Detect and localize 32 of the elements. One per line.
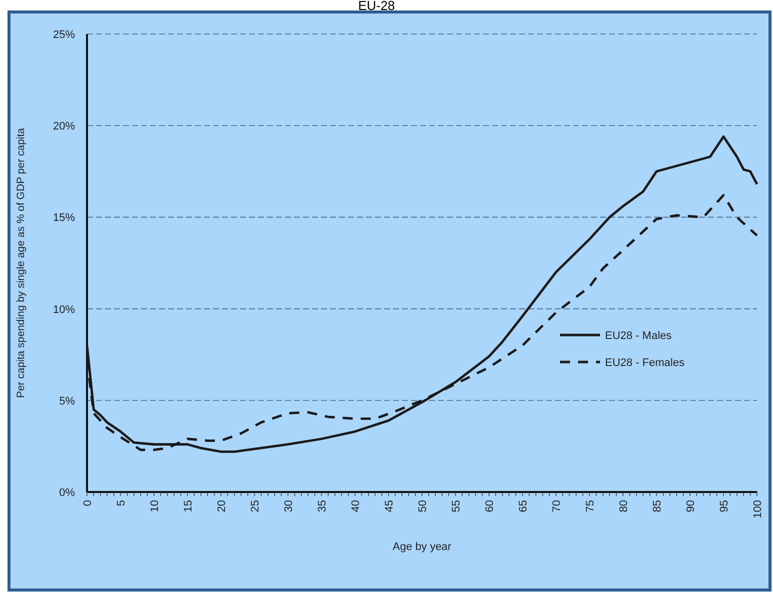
x-axis-title: Age by year xyxy=(392,541,452,553)
x-tick-label: 45 xyxy=(384,500,396,512)
x-tick-label: 5 xyxy=(116,500,128,506)
x-tick-label: 10 xyxy=(149,500,161,512)
x-tick-label: 40 xyxy=(350,500,362,512)
x-tick-label: 50 xyxy=(417,500,429,512)
x-tick-label: 65 xyxy=(518,500,530,512)
x-tick-label: 0 xyxy=(82,500,94,506)
y-tick-label: 5% xyxy=(59,395,76,408)
x-tick-label: 70 xyxy=(551,500,563,512)
x-tick-label: 30 xyxy=(283,500,295,512)
x-tick-label: 100 xyxy=(752,500,764,518)
y-tick-label: 10% xyxy=(52,304,76,316)
y-tick-label: 20% xyxy=(52,120,76,133)
y-tick-label: 25% xyxy=(52,29,76,41)
y-axis-title: Per capita spending by single age as % of GDP per capita xyxy=(15,128,27,398)
x-tick-label: 20 xyxy=(216,500,228,512)
x-tick-label: 85 xyxy=(652,500,664,512)
x-tick-label: 25 xyxy=(250,500,262,512)
x-tick-label: 80 xyxy=(618,500,630,512)
x-tick-label: 95 xyxy=(718,500,730,512)
x-tick-label: 55 xyxy=(450,500,462,512)
x-tick-label: 75 xyxy=(584,500,596,512)
x-tick-label: 15 xyxy=(182,500,194,512)
y-tick-label: 15% xyxy=(52,212,76,224)
x-tick-label: 60 xyxy=(484,500,496,512)
x-tick-label: 35 xyxy=(316,500,328,512)
chart-title: EU-28 xyxy=(358,0,395,13)
legend-label: EU28 - Males xyxy=(605,330,672,342)
legend-label: EU28 - Females xyxy=(605,357,685,369)
y-tick-label: 0% xyxy=(59,487,76,499)
x-tick-label: 90 xyxy=(685,500,697,512)
